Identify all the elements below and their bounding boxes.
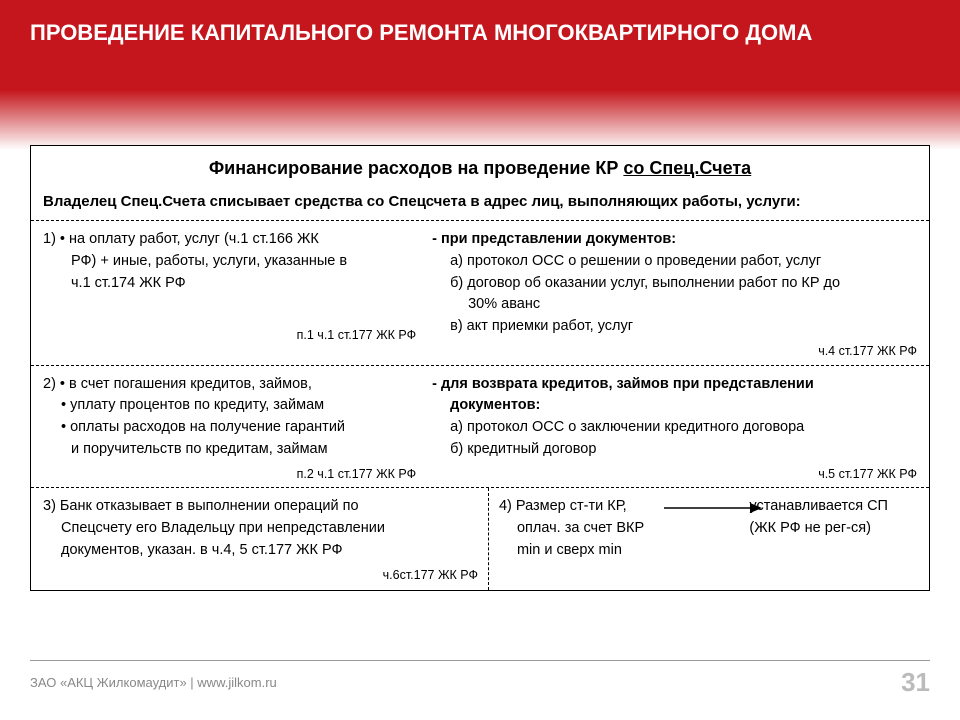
text-line: 3) Банк отказывает в выполнении операций… [43, 496, 478, 518]
cell-right-1: - при представлении документов: а) прото… [426, 221, 929, 365]
text-line: - для возврата кредитов, займов при пред… [432, 374, 917, 396]
table-row: 1) • на оплату работ, услуг (ч.1 ст.166 … [31, 220, 929, 365]
text-line: ч.1 ст.174 ЖК РФ [43, 273, 416, 295]
text-line: - при представлении документов: [432, 229, 917, 251]
text-line: документов, указан. в ч.4, 5 ст.177 ЖК Р… [43, 540, 478, 562]
legal-ref: ч.5 ст.177 ЖК РФ [432, 465, 917, 484]
legal-ref: ч.4 ст.177 ЖК РФ [432, 342, 917, 361]
page-number: 31 [901, 667, 930, 698]
text-line: оплач. за счет ВКР [499, 518, 666, 540]
slide-title: ПРОВЕДЕНИЕ КАПИТАЛЬНОГО РЕМОНТА МНОГОКВА… [30, 20, 930, 46]
text-line: 4) Размер ст-ти КР, [499, 496, 666, 518]
content-box: Финансирование расходов на проведение КР… [30, 145, 930, 591]
text-line: Спецсчету его Владельцу при непредставле… [43, 518, 478, 540]
text-line: устанавливается СП [749, 496, 917, 518]
cell-right-2: - для возврата кредитов, займов при пред… [426, 366, 929, 488]
text-line: б) договор об оказании услуг, выполнении… [432, 273, 917, 295]
text-line: • уплату процентов по кредиту, займам [43, 395, 416, 417]
cell-left-2: 2) • в счет погашения кредитов, займов, … [31, 366, 426, 488]
table-row: 2) • в счет погашения кредитов, займов, … [31, 365, 929, 488]
footer: ЗАО «АКЦ Жилкомаудит» | www.jilkom.ru 31 [30, 660, 930, 698]
text-line: 2) • в счет погашения кредитов, займов, [43, 374, 416, 396]
footer-text: ЗАО «АКЦ Жилкомаудит» | www.jilkom.ru [30, 675, 277, 690]
arrow-icon [664, 498, 764, 518]
cell-left-1: 1) • на оплату работ, услуг (ч.1 ст.166 … [31, 221, 426, 365]
text-line: 1) • на оплату работ, услуг (ч.1 ст.166 … [43, 229, 416, 251]
cell-bottom-left: 3) Банк отказывает в выполнении операций… [31, 488, 489, 590]
text-line: а) протокол ОСС о решении о проведении р… [432, 251, 917, 273]
legal-ref: п.1 ч.1 ст.177 ЖК РФ [43, 326, 416, 345]
text-line: min и сверх min [499, 540, 666, 562]
section-heading: Финансирование расходов на проведение КР… [31, 146, 929, 187]
text-line: РФ) + иные, работы, услуги, указанные в [43, 251, 416, 273]
text-line: • оплаты расходов на получение гарантий [43, 417, 416, 439]
text-line: а) протокол ОСС о заключении кредитного … [432, 417, 917, 439]
text-line: 30% аванс [432, 294, 917, 316]
heading-part-b: со Спец.Счета [623, 158, 751, 178]
table-row: 3) Банк отказывает в выполнении операций… [31, 487, 929, 590]
text-line: б) кредитный договор [432, 439, 917, 461]
text-line: (ЖК РФ не рег-ся) [749, 518, 917, 540]
cell-bottom-right: 4) Размер ст-ти КР, оплач. за счет ВКР m… [489, 488, 929, 590]
legal-ref: ч.6ст.177 ЖК РФ [43, 566, 478, 585]
text-line: и поручительств по кредитам, займам [43, 439, 416, 461]
sub-heading: Владелец Спец.Счета списывает средства с… [31, 187, 929, 220]
header-band: ПРОВЕДЕНИЕ КАПИТАЛЬНОГО РЕМОНТА МНОГОКВА… [0, 0, 960, 150]
text-line: документов: [432, 395, 917, 417]
heading-part-a: Финансирование расходов на проведение КР [209, 158, 624, 178]
legal-ref: п.2 ч.1 ст.177 ЖК РФ [43, 465, 416, 484]
text-line: в) акт приемки работ, услуг [432, 316, 917, 338]
